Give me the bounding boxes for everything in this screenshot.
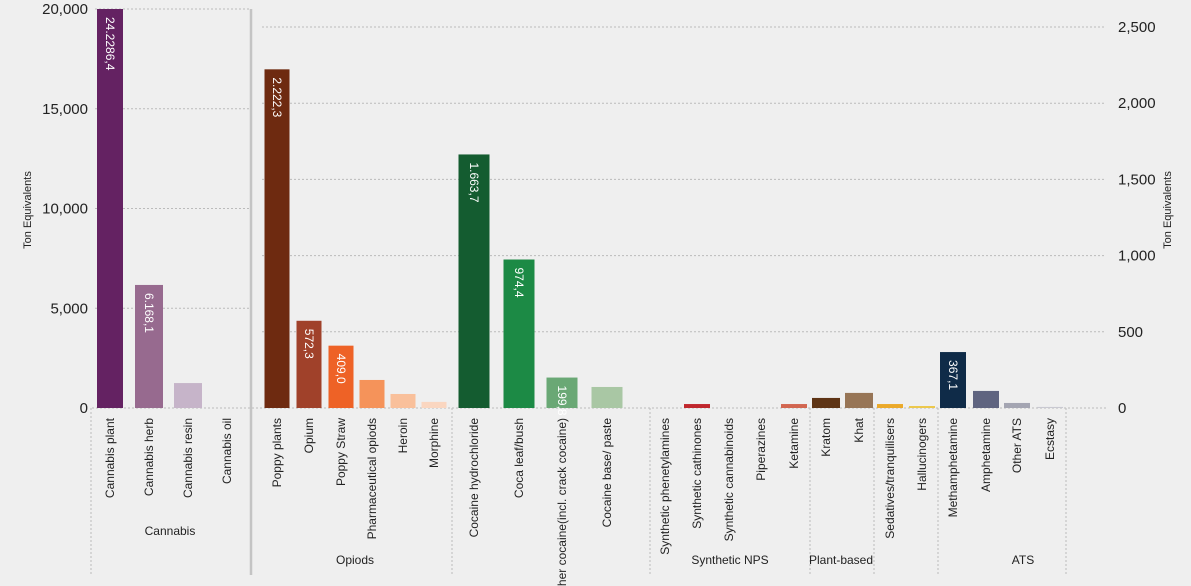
bar xyxy=(503,259,535,408)
group-label: Plant-based xyxy=(809,553,873,567)
bar xyxy=(973,390,999,408)
category-label: Amphetamine xyxy=(979,418,993,492)
data-label: 1.663,7 xyxy=(467,162,481,202)
right-tick-label: 1,000 xyxy=(1118,248,1156,265)
category-label: Cannabis resin xyxy=(181,418,195,498)
category-label: Sedatives/tranquilisers xyxy=(883,418,897,539)
category-label: Synthetic cathinones xyxy=(690,418,704,529)
category-label: Coca leaf/bush xyxy=(512,418,526,498)
group-label: Cannabis xyxy=(145,524,196,538)
category-label: Pharmaceutical opiods xyxy=(365,418,379,539)
bar xyxy=(940,352,966,408)
data-label: 24.2286,4 xyxy=(103,17,117,71)
bar xyxy=(421,401,447,408)
category-label: Poppy Straw xyxy=(334,418,348,486)
category-label: Kratom xyxy=(819,418,833,457)
bar xyxy=(359,379,385,408)
left-tick-label: 20,000 xyxy=(42,1,88,18)
bar xyxy=(591,386,623,408)
category-label: Other ATS xyxy=(1010,418,1024,473)
left-tick-label: 0 xyxy=(80,400,88,417)
bar xyxy=(135,284,163,408)
bar xyxy=(684,404,710,408)
category-label: Cannabis oil xyxy=(220,418,234,484)
category-label: Cannabis plant xyxy=(103,417,117,498)
category-label: Synthetic cannabinoids xyxy=(722,418,736,541)
data-label: 572,3 xyxy=(302,329,316,359)
bar xyxy=(546,377,578,408)
category-label: Ecstasy xyxy=(1043,418,1057,460)
data-label: 2.222,3 xyxy=(270,77,284,117)
category-label: Opium xyxy=(302,418,316,453)
category-label: Other cocaine(incl. crack cocaine) xyxy=(555,418,569,586)
bar xyxy=(390,393,416,408)
data-label: 367,1 xyxy=(946,360,960,390)
bar xyxy=(781,404,807,408)
category-label: Piperazines xyxy=(754,418,768,481)
right-axis-title: Ton Equivalents xyxy=(1162,171,1174,249)
category-label: Cocaine hydrochloride xyxy=(467,418,481,538)
category-label: Synthetic phenetylamines xyxy=(658,418,672,555)
category-label: Methamphetamine xyxy=(946,418,960,518)
category-label: Heroin xyxy=(396,418,410,453)
bar xyxy=(264,69,290,409)
right-tick-label: 1,500 xyxy=(1118,171,1156,188)
left-axis-title: Ton Equivalents xyxy=(22,171,34,249)
data-label: 6.168,1 xyxy=(142,293,156,333)
category-label: Hallucinogers xyxy=(915,418,929,491)
right-tick-label: 2,000 xyxy=(1118,95,1156,112)
category-label: Cocaine base/ paste xyxy=(600,418,614,528)
group-label: Opiods xyxy=(336,553,374,567)
right-tick-label: 2,500 xyxy=(1118,19,1156,36)
data-label: 199,8 xyxy=(555,386,569,416)
data-label: 409,0 xyxy=(334,354,348,384)
bar xyxy=(296,320,322,408)
left-tick-label: 15,000 xyxy=(42,101,88,118)
right-tick-label: 0 xyxy=(1118,400,1126,417)
bar xyxy=(845,392,873,408)
category-label: Morphine xyxy=(427,418,441,468)
left-tick-label: 10,000 xyxy=(42,201,88,218)
left-tick-label: 5,000 xyxy=(50,300,88,317)
bar xyxy=(97,9,123,408)
group-label: Synthetic NPS xyxy=(691,553,768,567)
bar xyxy=(174,383,202,408)
bar xyxy=(328,345,354,408)
category-label: Poppy plants xyxy=(270,418,284,487)
bar xyxy=(909,406,935,408)
bar xyxy=(1037,406,1063,408)
bar xyxy=(877,404,903,408)
category-label: Cannabis herb xyxy=(142,418,156,496)
right-tick-label: 500 xyxy=(1118,324,1143,341)
bar xyxy=(812,397,840,408)
bar xyxy=(458,154,490,408)
group-label: ATS xyxy=(1012,553,1034,567)
category-label: Khat xyxy=(852,417,866,442)
bar xyxy=(1004,402,1030,408)
data-label: 974,4 xyxy=(512,268,526,298)
category-label: Ketamine xyxy=(787,418,801,469)
